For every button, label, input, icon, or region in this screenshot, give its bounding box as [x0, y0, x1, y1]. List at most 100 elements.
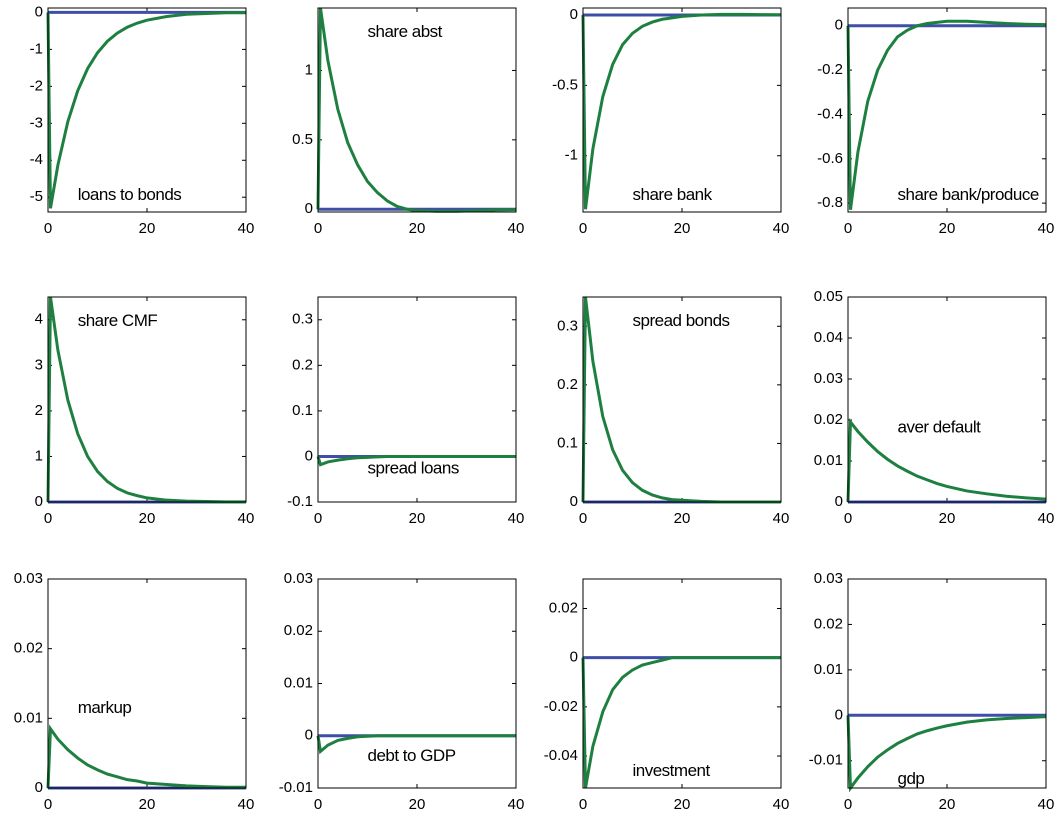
x-tick-label: 20: [409, 220, 426, 237]
x-tick-label: 40: [508, 510, 525, 527]
annotation: spread loans: [368, 459, 459, 478]
series-line: [846, 19, 1047, 210]
y-tick-label: 0.3: [292, 311, 313, 328]
series-line: [316, 7, 517, 213]
x-tick-label: 40: [1038, 796, 1055, 813]
x-tick-label: 0: [44, 510, 52, 527]
x-tick-label: 40: [773, 796, 790, 813]
series-line: [46, 724, 246, 789]
x-tick-label: 0: [844, 220, 852, 237]
x-tick-label: 0: [579, 510, 587, 527]
x-tick-label: 20: [939, 796, 956, 813]
y-tick-label: 0: [305, 200, 313, 217]
x-tick-label: 20: [939, 220, 956, 237]
x-tick-label: 0: [44, 220, 52, 237]
y-tick-label: 0.04: [814, 329, 843, 346]
y-tick-label: 0.03: [814, 570, 843, 587]
subplot: -1 -0.5 0 0 20 40 share bank: [552, 6, 789, 237]
axes-box: [317, 578, 517, 789]
series-line: [316, 734, 516, 755]
y-tick-label: -2: [30, 77, 43, 94]
subplot: 0 0.01 0.02 0.03 0.04 0.05 0 20 40 aver default: [814, 288, 1055, 527]
y-tick-label: -0.01: [279, 779, 313, 796]
x-tick-label: 40: [508, 796, 525, 813]
y-tick-label: 0: [570, 493, 578, 510]
y-tick-label: 0.01: [14, 709, 43, 726]
axes-box: [582, 578, 782, 789]
y-tick-label: 0: [570, 649, 578, 666]
y-tick-label: 0: [835, 17, 843, 34]
y-tick-label: 0.02: [814, 615, 843, 632]
x-tick-label: 20: [939, 510, 956, 527]
y-tick-label: 0: [305, 447, 313, 464]
x-tick-label: 20: [409, 796, 426, 813]
y-tick-label: 0: [570, 6, 578, 23]
y-tick-label: -0.6: [817, 150, 843, 167]
annotation: share bank: [633, 185, 713, 204]
x-tick-label: 20: [674, 510, 691, 527]
y-tick-label: -0.04: [544, 747, 578, 764]
y-tick-label: 3: [35, 356, 43, 373]
y-tick-label: 1: [35, 447, 43, 464]
x-tick-label: 0: [44, 796, 52, 813]
series-line: [46, 11, 246, 209]
x-tick-label: 0: [579, 796, 587, 813]
x-tick-label: 40: [773, 510, 790, 527]
y-tick-label: 0.5: [292, 131, 313, 148]
annotation: loans to bonds: [78, 185, 182, 204]
x-tick-label: 20: [674, 220, 691, 237]
y-tick-label: -0.8: [817, 194, 843, 211]
axes-box: [47, 578, 247, 789]
y-tick-label: 0.01: [814, 661, 843, 678]
annotation: gdp: [898, 769, 925, 788]
y-tick-label: -3: [30, 114, 43, 131]
subplot: 0 0.5 1 0 20 40 share abst: [292, 7, 524, 237]
x-tick-label: 40: [238, 796, 255, 813]
subplot: 0 0.1 0.2 0.3 0 20 40 spread bonds: [557, 296, 790, 527]
y-tick-label: 0: [35, 493, 43, 510]
series-line: [46, 296, 247, 504]
y-tick-label: 2: [35, 402, 43, 419]
annotation: share bank/produce: [898, 185, 1039, 204]
y-tick-label: 0.01: [284, 674, 313, 691]
y-tick-label: -0.02: [544, 698, 578, 715]
x-tick-label: 40: [1038, 220, 1055, 237]
y-tick-label: -0.5: [552, 76, 578, 93]
axes-box: [582, 296, 782, 503]
y-tick-label: -0.01: [809, 752, 843, 769]
y-tick-label: 4: [35, 311, 43, 328]
y-tick-label: 0.03: [14, 570, 43, 587]
annotation: aver default: [898, 418, 982, 437]
x-tick-label: 0: [314, 510, 322, 527]
x-tick-label: 20: [674, 796, 691, 813]
axes-box: [847, 578, 1047, 789]
y-tick-label: -4: [30, 151, 43, 168]
x-tick-label: 0: [314, 220, 322, 237]
axes-box: [317, 7, 517, 213]
annotation: investment: [633, 761, 711, 780]
axes-box: [847, 7, 1047, 213]
annotation: share abst: [368, 22, 443, 41]
x-tick-label: 40: [773, 220, 790, 237]
subplot: 0 0.01 0.02 0.03 0 20 40 markup: [14, 570, 255, 813]
x-tick-label: 20: [139, 220, 156, 237]
subplot: -0.8 -0.6 -0.4 -0.2 0 0 20 40 share bank/produce: [817, 7, 1055, 237]
y-tick-label: -0.1: [287, 493, 313, 510]
y-tick-label: 0.2: [557, 376, 578, 393]
y-tick-label: 0.01: [814, 452, 843, 469]
axes-box: [582, 7, 782, 213]
y-tick-label: -5: [30, 188, 43, 205]
x-tick-label: 20: [409, 510, 426, 527]
y-tick-label: 0.05: [814, 288, 843, 305]
x-tick-label: 40: [238, 510, 255, 527]
subplot: -0.04 -0.02 0 0.02 0 20 40 investment: [544, 578, 790, 813]
y-tick-label: 0.02: [284, 622, 313, 639]
y-tick-label: 0: [35, 3, 43, 20]
axes-box: [47, 296, 247, 503]
x-tick-label: 0: [314, 796, 322, 813]
x-tick-label: 0: [844, 796, 852, 813]
axes-box: [47, 7, 247, 213]
series-line: [846, 715, 1047, 793]
